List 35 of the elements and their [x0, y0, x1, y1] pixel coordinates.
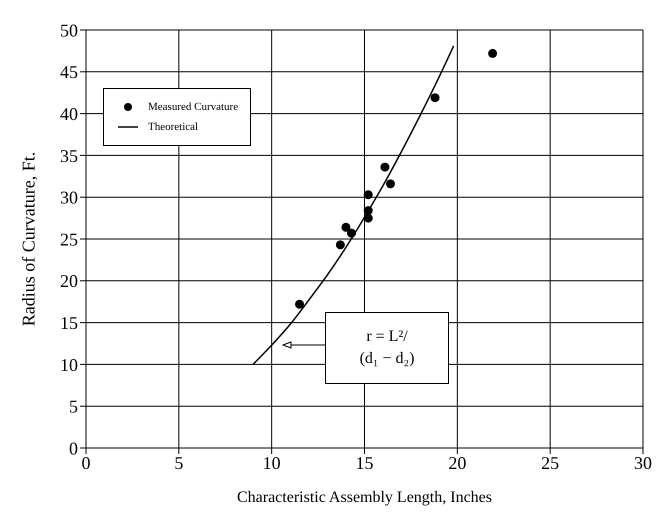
- formula-box: r = L²/(d₁ − d₂): [325, 312, 449, 384]
- point: [364, 214, 373, 223]
- x-axis-title: Characteristic Assembly Length, Inches: [236, 489, 492, 506]
- point: [364, 190, 373, 200]
- x-tick-label: 10: [262, 452, 281, 473]
- legend-label: Measured Curvature: [148, 100, 238, 115]
- point: [364, 206, 373, 216]
- point: [347, 228, 356, 238]
- point: [430, 93, 440, 102]
- point: [295, 300, 304, 309]
- y-tick-label: 25: [60, 229, 78, 250]
- x-tick-label: 25: [541, 452, 560, 473]
- point: [336, 240, 345, 250]
- y-tick-label: 20: [60, 271, 78, 292]
- point: [380, 162, 390, 172]
- y-tick-label: 15: [60, 312, 78, 333]
- y-tick-label: 40: [60, 104, 78, 124]
- x-tick-label: 5: [174, 452, 184, 473]
- legend-label: Theoretical: [148, 120, 198, 135]
- point: [488, 48, 498, 58]
- y-tick-label: 45: [60, 62, 78, 82]
- x-tick-label: 15: [356, 452, 374, 473]
- y-tick-label: 0: [69, 438, 78, 458]
- y-tick-label: 10: [60, 354, 78, 375]
- y-tick-label: 5: [69, 396, 78, 417]
- x-tick-label: 0: [82, 452, 90, 473]
- point: [341, 222, 350, 232]
- y-tick-label: 30: [60, 188, 78, 208]
- x-tick-label: 20: [448, 452, 466, 473]
- y-tick-label: 35: [60, 146, 78, 166]
- y-tick-label: 50: [60, 20, 78, 40]
- y-axis-title: Radius of Curvature, Ft.: [18, 152, 38, 326]
- point: [386, 179, 395, 188]
- x-tick-label: 30: [634, 452, 652, 473]
- annotation: r = L²/(d₁ − d₂): [360, 327, 414, 369]
